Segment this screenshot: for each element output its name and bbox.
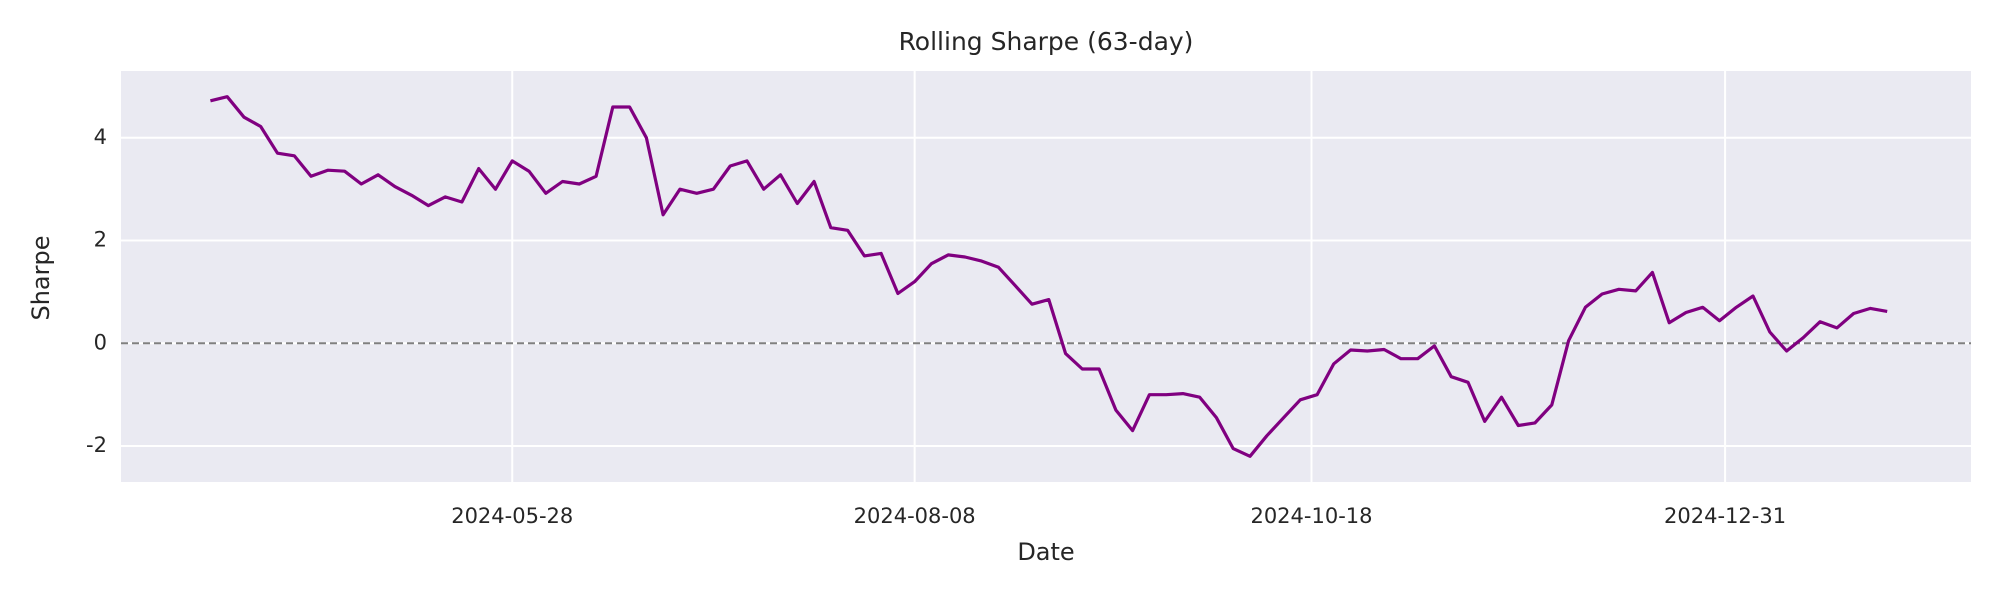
x-tick-label: 2024-08-08: [854, 504, 976, 528]
y-tick-label: -2: [86, 433, 107, 457]
y-axis-label: Sharpe: [27, 235, 55, 320]
x-tick-label: 2024-05-28: [451, 504, 573, 528]
plot-area: [121, 71, 1971, 482]
chart-title: Rolling Sharpe (63-day): [899, 27, 1194, 56]
x-tick-label: 2024-12-31: [1664, 504, 1786, 528]
y-tick-label: 0: [94, 330, 107, 354]
line: [210, 95, 1888, 458]
x-tick-label: 2024-10-18: [1250, 504, 1372, 528]
y-tick-label: 2: [94, 228, 107, 252]
x-axis-label: Date: [1017, 538, 1074, 566]
y-tick-label: 4: [94, 125, 107, 149]
